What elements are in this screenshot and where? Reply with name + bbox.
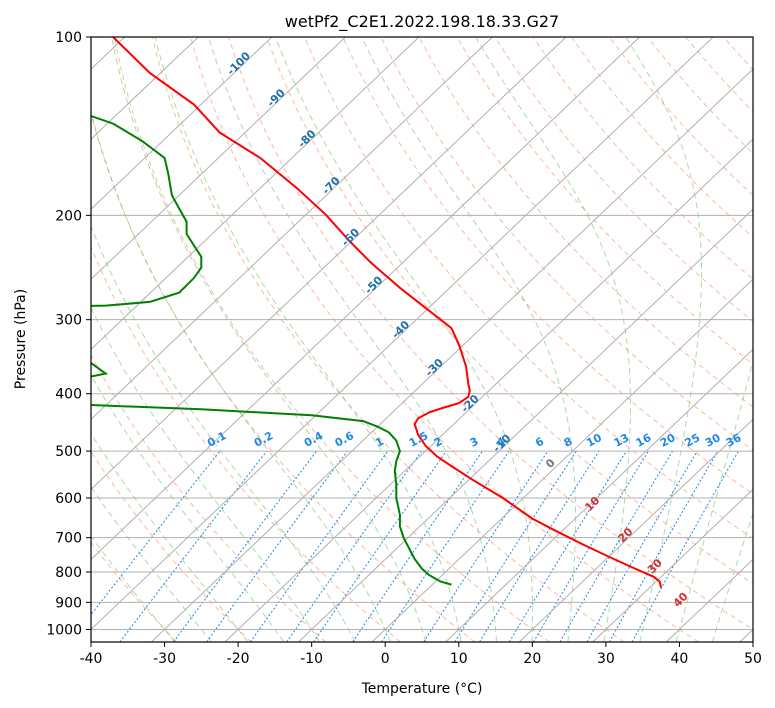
mixing-ratio-label: 10 bbox=[584, 431, 604, 450]
y-tick-label: 300 bbox=[55, 313, 82, 329]
mixing-ratio-line bbox=[286, 450, 423, 642]
isotherm-line bbox=[445, 348, 753, 642]
mixing-ratio-label: 16 bbox=[634, 431, 654, 450]
isotherm-line bbox=[592, 488, 753, 642]
x-tick-label: 0 bbox=[381, 651, 390, 667]
moist-adiabat-line bbox=[91, 485, 212, 642]
isotherm-line bbox=[91, 37, 346, 280]
dry-adiabat-line bbox=[380, 37, 753, 451]
isotherm-line bbox=[91, 37, 199, 140]
temperature-profile-line bbox=[112, 37, 663, 588]
y-tick-label: 100 bbox=[55, 30, 82, 46]
mixing-ratio-label: 20 bbox=[658, 431, 678, 450]
y-tick-label: 700 bbox=[55, 531, 82, 547]
moist-adiabat-line bbox=[625, 37, 703, 642]
moist-adiabat-line bbox=[675, 359, 753, 642]
y-tick-label: 200 bbox=[55, 208, 82, 224]
moist-adiabats bbox=[91, 37, 753, 642]
moist-adiabat-line bbox=[208, 37, 497, 642]
dry-adiabats bbox=[91, 37, 775, 642]
y-tick-label: 900 bbox=[55, 595, 82, 611]
dry-adiabat-line bbox=[494, 37, 753, 323]
dewpoint-profile-line bbox=[91, 114, 452, 586]
chart-title: wetPf2_C2E1.2022.198.18.33.G27 bbox=[285, 12, 559, 32]
plot-background bbox=[91, 37, 753, 642]
profiles bbox=[91, 37, 663, 588]
dry-adiabat-line bbox=[190, 37, 699, 642]
mixing-ratio-label: 36 bbox=[724, 431, 744, 450]
isotherm-line bbox=[91, 37, 493, 421]
moist-adiabat-line bbox=[111, 37, 427, 642]
isotherm-line bbox=[91, 37, 567, 491]
moist-adiabat-line bbox=[361, 37, 576, 642]
x-tick-label: 20 bbox=[523, 651, 541, 667]
mixing-ratio-lines bbox=[91, 450, 739, 642]
mixing-ratio-line bbox=[479, 450, 600, 642]
dry-adiabat-line bbox=[91, 245, 401, 642]
x-tick-label: 40 bbox=[671, 651, 689, 667]
dry-adiabat-line bbox=[151, 37, 625, 642]
x-tick-label: -40 bbox=[80, 651, 103, 667]
mixing-ratio-label: 25 bbox=[683, 431, 703, 450]
moist-adiabat-line bbox=[91, 535, 176, 642]
moist-adiabat-line bbox=[154, 37, 462, 642]
isotherm-line bbox=[224, 138, 753, 642]
isotherm-line bbox=[91, 37, 714, 631]
x-axis-ticks: -40 -30 -20 -10 0 10 20 30 40 50 bbox=[80, 642, 762, 667]
x-axis-label: Temperature (°C) bbox=[361, 681, 483, 697]
mixing-ratio-line bbox=[608, 450, 719, 642]
x-tick-label: 50 bbox=[744, 651, 762, 667]
moist-adiabat-line bbox=[91, 224, 356, 642]
mixing-ratio-line bbox=[508, 450, 627, 642]
x-tick-label: 30 bbox=[597, 651, 615, 667]
y-tick-label: 600 bbox=[55, 491, 82, 507]
moist-adiabat-line bbox=[91, 374, 285, 642]
y-axis-label: Pressure (hPa) bbox=[13, 289, 29, 389]
x-tick-label: 10 bbox=[450, 651, 468, 667]
mixing-ratio-line bbox=[313, 450, 447, 642]
dry-adiabat-line bbox=[91, 541, 177, 642]
mixing-ratio-label: 30 bbox=[703, 431, 723, 450]
x-tick-label: -30 bbox=[153, 651, 176, 667]
mixing-ratio-line bbox=[586, 450, 698, 642]
isotherm-line bbox=[371, 278, 753, 642]
pressure-gridlines bbox=[91, 37, 753, 630]
mixing-ratio-line bbox=[249, 450, 389, 642]
y-tick-label: 500 bbox=[55, 444, 82, 460]
isotherm-line bbox=[91, 37, 420, 350]
moist-adiabat-line bbox=[91, 111, 391, 642]
isotherm-line bbox=[151, 68, 753, 642]
moist-adiabat-line bbox=[91, 432, 249, 642]
plot-frame bbox=[90, 36, 754, 643]
dry-adiabat-line bbox=[418, 37, 753, 408]
mixing-ratio-line bbox=[423, 450, 549, 642]
mixing-ratio-label: 13 bbox=[612, 431, 632, 450]
mixing-ratio-line bbox=[352, 450, 483, 642]
isotherm-line bbox=[91, 37, 273, 210]
mixing-ratio-line bbox=[119, 450, 268, 642]
x-tick-label: -20 bbox=[227, 651, 250, 667]
y-tick-label: 400 bbox=[55, 387, 82, 403]
isotherm-line bbox=[91, 37, 640, 561]
dry-adiabat-line bbox=[342, 37, 753, 495]
mixing-ratio-line bbox=[206, 450, 348, 642]
moist-adiabat-line bbox=[711, 511, 753, 642]
moist-adiabat-line bbox=[91, 306, 320, 642]
mixing-ratio-line bbox=[173, 450, 317, 642]
x-tick-label: -10 bbox=[300, 651, 323, 667]
moist-adiabat-line bbox=[274, 37, 533, 642]
y-tick-label: 800 bbox=[55, 565, 82, 581]
dry-adiabat-line bbox=[91, 108, 476, 642]
isotherm-line bbox=[518, 418, 753, 642]
dry-adiabat-line bbox=[762, 37, 775, 642]
y-axis-ticks: 100 200 300 400 500 600 700 800 900 1000 bbox=[46, 30, 91, 638]
mixing-ratio-line bbox=[454, 450, 577, 642]
y-tick-label: 1000 bbox=[46, 622, 82, 638]
